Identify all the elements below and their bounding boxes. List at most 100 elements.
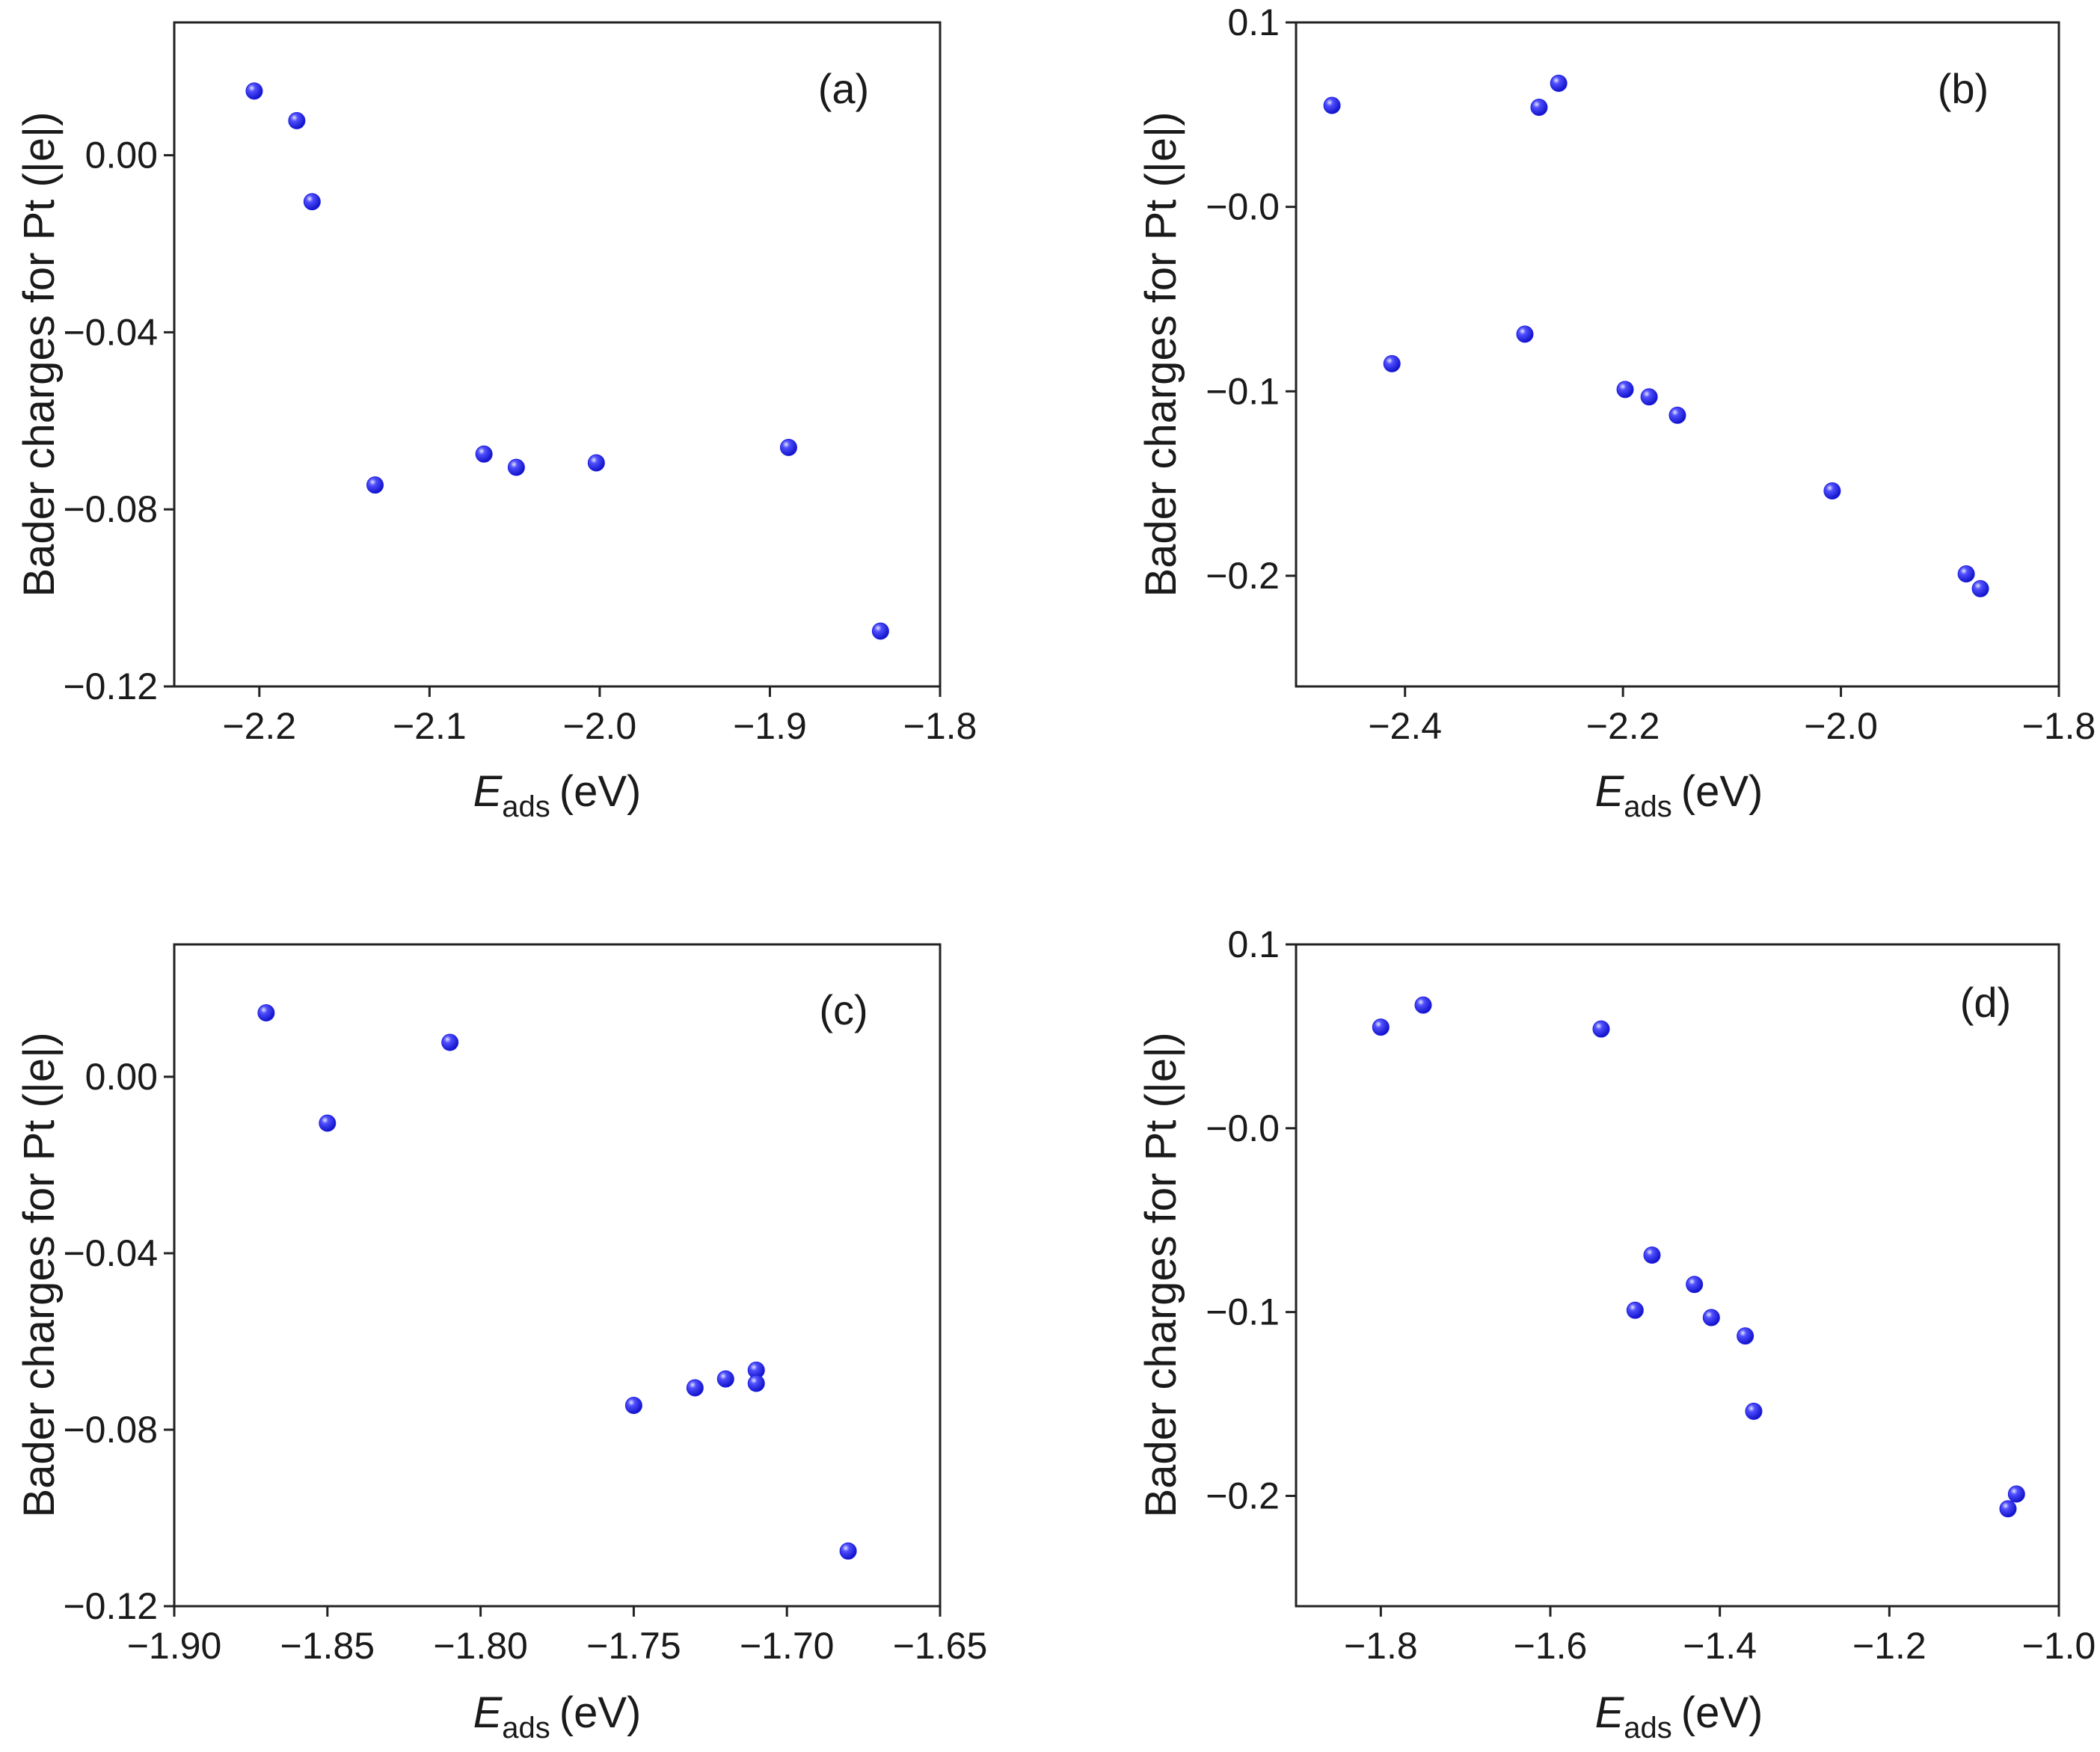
- data-point: [624, 1397, 642, 1415]
- data-point: [716, 1370, 734, 1388]
- x-tick-label: −2.4: [1368, 705, 1442, 747]
- data-point: [1383, 354, 1401, 372]
- data-point: [1372, 1018, 1390, 1036]
- plot-frame: [1295, 21, 2060, 688]
- data-point: [303, 193, 321, 211]
- data-point: [1550, 74, 1568, 92]
- x-axis-title-sub: ads: [502, 1712, 550, 1745]
- data-point: [1414, 996, 1432, 1014]
- x-tick-label: −1.85: [280, 1625, 375, 1667]
- plot-frame: [173, 943, 942, 1608]
- x-axis-title-main: E: [473, 767, 503, 816]
- data-point: [1616, 381, 1634, 399]
- y-tick-label: −0.04: [63, 1232, 158, 1274]
- x-tick-label: −2.0: [563, 705, 637, 747]
- x-tick-label: −2.2: [1586, 705, 1660, 747]
- y-tick-label: −0.1: [1206, 370, 1280, 412]
- x-tick-label: −1.2: [1852, 1625, 1926, 1667]
- x-axis-title-main: E: [473, 1688, 503, 1737]
- data-point: [779, 438, 797, 456]
- data-point: [2007, 1485, 2025, 1503]
- y-tick-label: −0.2: [1206, 555, 1280, 597]
- data-point: [1999, 1500, 2017, 1518]
- panel-a: (a) Bader charges for Pt (|e|) Eads (eV) …: [15, 21, 977, 823]
- y-tick-label: −0.0: [1206, 186, 1280, 228]
- x-axis-title-unit: (eV): [559, 767, 642, 816]
- panel-b: (b) Bader charges for Pt (|e|) Eads (eV) …: [1137, 1, 2096, 823]
- data-point: [587, 454, 605, 472]
- x-axis-title: Eads (eV): [473, 1688, 642, 1745]
- y-tick-label: −0.08: [63, 488, 158, 530]
- panel-label: (c): [819, 986, 868, 1033]
- x-axis-title-sub: ads: [1624, 1712, 1672, 1745]
- x-axis-title-main: E: [1595, 1688, 1625, 1737]
- y-tick-label: 0.1: [1227, 923, 1280, 965]
- data-point: [257, 1003, 275, 1021]
- x-axis-title-unit: (eV): [1681, 1688, 1763, 1737]
- y-axis-title: Bader charges for Pt (|e|): [15, 1032, 64, 1517]
- data-point: [1516, 325, 1534, 343]
- panel-label: (b): [1938, 65, 1989, 112]
- x-axis-title-unit: (eV): [559, 1688, 642, 1737]
- y-axis-title: Bader charges for Pt (|e|): [1137, 1032, 1185, 1517]
- x-axis-title-sub: ads: [502, 790, 550, 823]
- data-point: [319, 1114, 337, 1132]
- data-point: [1592, 1020, 1610, 1038]
- data-point: [441, 1033, 459, 1051]
- x-tick-label: −1.9: [733, 705, 807, 747]
- data-point: [507, 458, 525, 476]
- data-point: [366, 476, 384, 494]
- x-tick-label: −2.0: [1804, 705, 1878, 747]
- x-tick-label: −1.70: [740, 1625, 835, 1667]
- plot-frame: [1295, 943, 2060, 1608]
- data-point: [747, 1374, 765, 1392]
- y-tick-label: −0.04: [63, 311, 158, 353]
- data-point: [245, 82, 263, 100]
- panel-d: (d) Bader charges for Pt (|e|) Eads (eV) …: [1137, 923, 2096, 1745]
- x-tick-label: −2.1: [393, 705, 467, 747]
- y-tick-label: −0.12: [63, 666, 158, 707]
- x-axis-title: Eads (eV): [1595, 767, 1763, 823]
- x-tick-label: −1.65: [893, 1625, 988, 1667]
- data-point: [1737, 1327, 1754, 1345]
- x-tick-label: −1.8: [2022, 705, 2096, 747]
- data-point: [1643, 1246, 1661, 1264]
- x-tick-label: −1.4: [1683, 1625, 1757, 1667]
- y-axis-title: Bader charges for Pt (|e|): [1137, 111, 1185, 597]
- y-tick-label: 0.1: [1227, 1, 1280, 43]
- y-tick-label: −0.0: [1206, 1107, 1280, 1149]
- data-point: [1530, 98, 1548, 116]
- data-point: [1323, 96, 1341, 114]
- x-axis-title: Eads (eV): [473, 767, 642, 823]
- y-tick-label: −0.1: [1206, 1291, 1280, 1333]
- x-tick-label: −1.8: [1344, 1625, 1418, 1667]
- x-axis-title-sub: ads: [1624, 790, 1672, 823]
- x-tick-label: −1.8: [903, 705, 977, 747]
- y-tick-label: −0.08: [63, 1409, 158, 1451]
- data-point: [839, 1542, 857, 1560]
- x-tick-label: −1.0: [2022, 1625, 2096, 1667]
- data-point: [1702, 1309, 1720, 1327]
- data-point: [1823, 482, 1841, 500]
- y-tick-label: −0.2: [1206, 1475, 1280, 1517]
- data-point: [288, 111, 306, 129]
- y-tick-label: −0.12: [63, 1585, 158, 1627]
- data-point: [686, 1379, 704, 1397]
- data-point: [1745, 1402, 1763, 1420]
- x-tick-label: −1.75: [586, 1625, 681, 1667]
- data-point: [871, 622, 889, 640]
- y-tick-label: 0.00: [85, 1056, 158, 1098]
- x-axis-title-main: E: [1595, 767, 1625, 816]
- x-axis-title-unit: (eV): [1681, 767, 1763, 816]
- panel-label: (a): [818, 65, 869, 112]
- plot-frame: [173, 21, 942, 688]
- x-axis-title: Eads (eV): [1595, 1688, 1763, 1745]
- panel-label: (d): [1960, 979, 2011, 1026]
- data-point: [1971, 580, 1989, 597]
- x-tick-label: −2.2: [222, 705, 296, 747]
- data-point: [1957, 565, 1975, 583]
- data-point: [475, 445, 493, 463]
- panel-c: (c) Bader charges for Pt (|e|) Eads (eV) …: [15, 943, 988, 1745]
- data-point: [1668, 406, 1686, 424]
